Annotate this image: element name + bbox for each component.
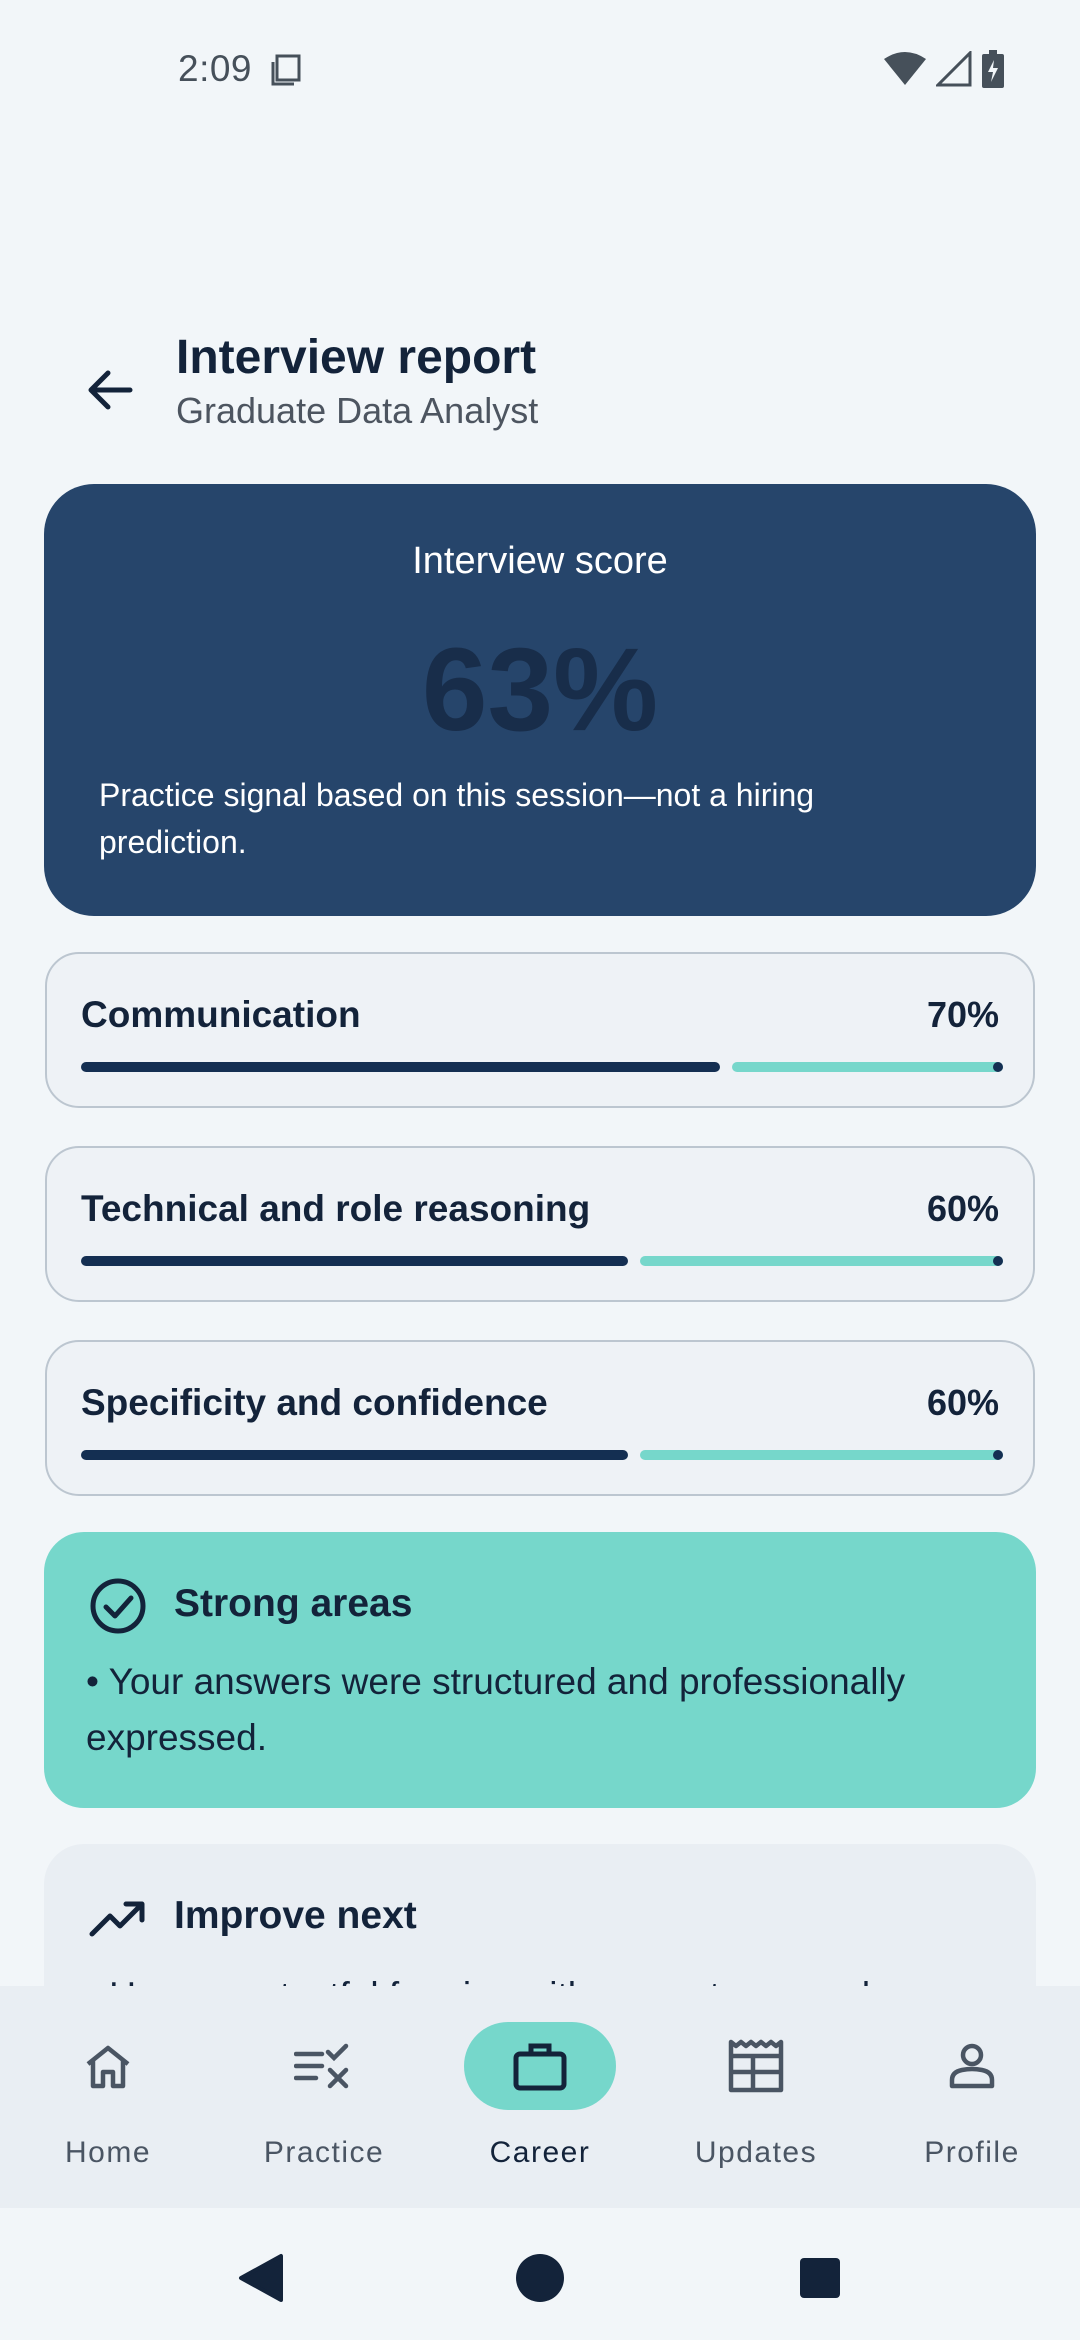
nav-label: Profile bbox=[924, 2136, 1020, 2169]
nav-label: Home bbox=[64, 2136, 152, 2169]
metric-value: 60% bbox=[926, 1382, 999, 1423]
back-button[interactable] bbox=[70, 350, 150, 430]
metric-label: Specificity and confidence bbox=[81, 1382, 548, 1423]
progress-end-dot bbox=[993, 1062, 1003, 1072]
nav-item-practice[interactable]: Practice bbox=[216, 1986, 432, 2208]
system-home-button[interactable] bbox=[510, 2248, 570, 2308]
nav-item-career[interactable]: Career bbox=[432, 1986, 648, 2208]
system-recents-button[interactable] bbox=[790, 2248, 850, 2308]
score-value: 63% bbox=[421, 624, 659, 756]
signal-icon bbox=[934, 49, 972, 92]
check-circle-icon bbox=[88, 1576, 148, 1636]
nav-label: Updates bbox=[694, 2136, 818, 2169]
progress-fill bbox=[81, 1062, 720, 1072]
trending-up-icon bbox=[88, 1888, 148, 1948]
progress-fill bbox=[81, 1256, 628, 1266]
person-icon bbox=[896, 2022, 1048, 2110]
newspaper-icon bbox=[680, 2022, 832, 2110]
notification-icon bbox=[268, 52, 304, 93]
briefcase-icon bbox=[464, 2022, 616, 2110]
strong-areas-title: Strong areas bbox=[174, 1582, 413, 1625]
system-back-button[interactable] bbox=[230, 2248, 290, 2308]
metric-value: 60% bbox=[926, 1188, 999, 1229]
home-icon bbox=[32, 2022, 184, 2110]
page-subtitle: Graduate Data Analyst bbox=[176, 390, 539, 431]
metric-value: 70% bbox=[926, 994, 999, 1035]
strong-areas-body: • Your answers were structured and profe… bbox=[86, 1661, 906, 1758]
wifi-icon bbox=[884, 51, 926, 92]
metric-label: Communication bbox=[81, 994, 361, 1035]
metric-card-technical: Technical and role reasoning 60% bbox=[45, 1146, 1035, 1302]
nav-item-profile[interactable]: Profile bbox=[864, 1986, 1080, 2208]
back-arrow-icon bbox=[88, 370, 133, 410]
nav-label: Practice bbox=[263, 2136, 385, 2169]
nav-item-updates[interactable]: Updates bbox=[648, 1986, 864, 2208]
metric-label: Technical and role reasoning bbox=[81, 1188, 591, 1229]
progress-end-dot bbox=[993, 1450, 1003, 1460]
score-label: Interview score bbox=[412, 540, 668, 582]
header: Interview report Graduate Data Analyst bbox=[0, 310, 1080, 450]
progress-remainder bbox=[640, 1450, 1003, 1460]
metric-progress-bar bbox=[81, 1450, 1003, 1460]
status-bar: 2:09 bbox=[0, 0, 1080, 140]
progress-remainder bbox=[732, 1062, 1003, 1072]
progress-end-dot bbox=[993, 1256, 1003, 1266]
interview-score-card: Interview score 63% Practice signal base… bbox=[44, 484, 1036, 916]
progress-remainder bbox=[640, 1256, 1003, 1266]
metric-card-communication: Communication 70% bbox=[45, 952, 1035, 1108]
improve-next-title: Improve next bbox=[174, 1894, 417, 1937]
system-navigation-bar bbox=[0, 2208, 1080, 2340]
progress-fill bbox=[81, 1450, 628, 1460]
battery-icon bbox=[982, 50, 1004, 93]
status-time: 2:09 bbox=[178, 48, 253, 89]
bottom-navigation: Home Practice Career Updates Profile bbox=[0, 1986, 1080, 2208]
nav-label: Career bbox=[489, 2136, 591, 2169]
metric-progress-bar bbox=[81, 1256, 1003, 1266]
metric-progress-bar bbox=[81, 1062, 1003, 1072]
nav-item-home[interactable]: Home bbox=[0, 1986, 216, 2208]
score-note: Practice signal based on this session—no… bbox=[99, 777, 815, 860]
page-title: Interview report bbox=[176, 331, 537, 384]
practice-icon bbox=[248, 2022, 400, 2110]
strong-areas-card: Strong areas • Your answers were structu… bbox=[44, 1532, 1036, 1808]
metric-card-specificity: Specificity and confidence 60% bbox=[45, 1340, 1035, 1496]
